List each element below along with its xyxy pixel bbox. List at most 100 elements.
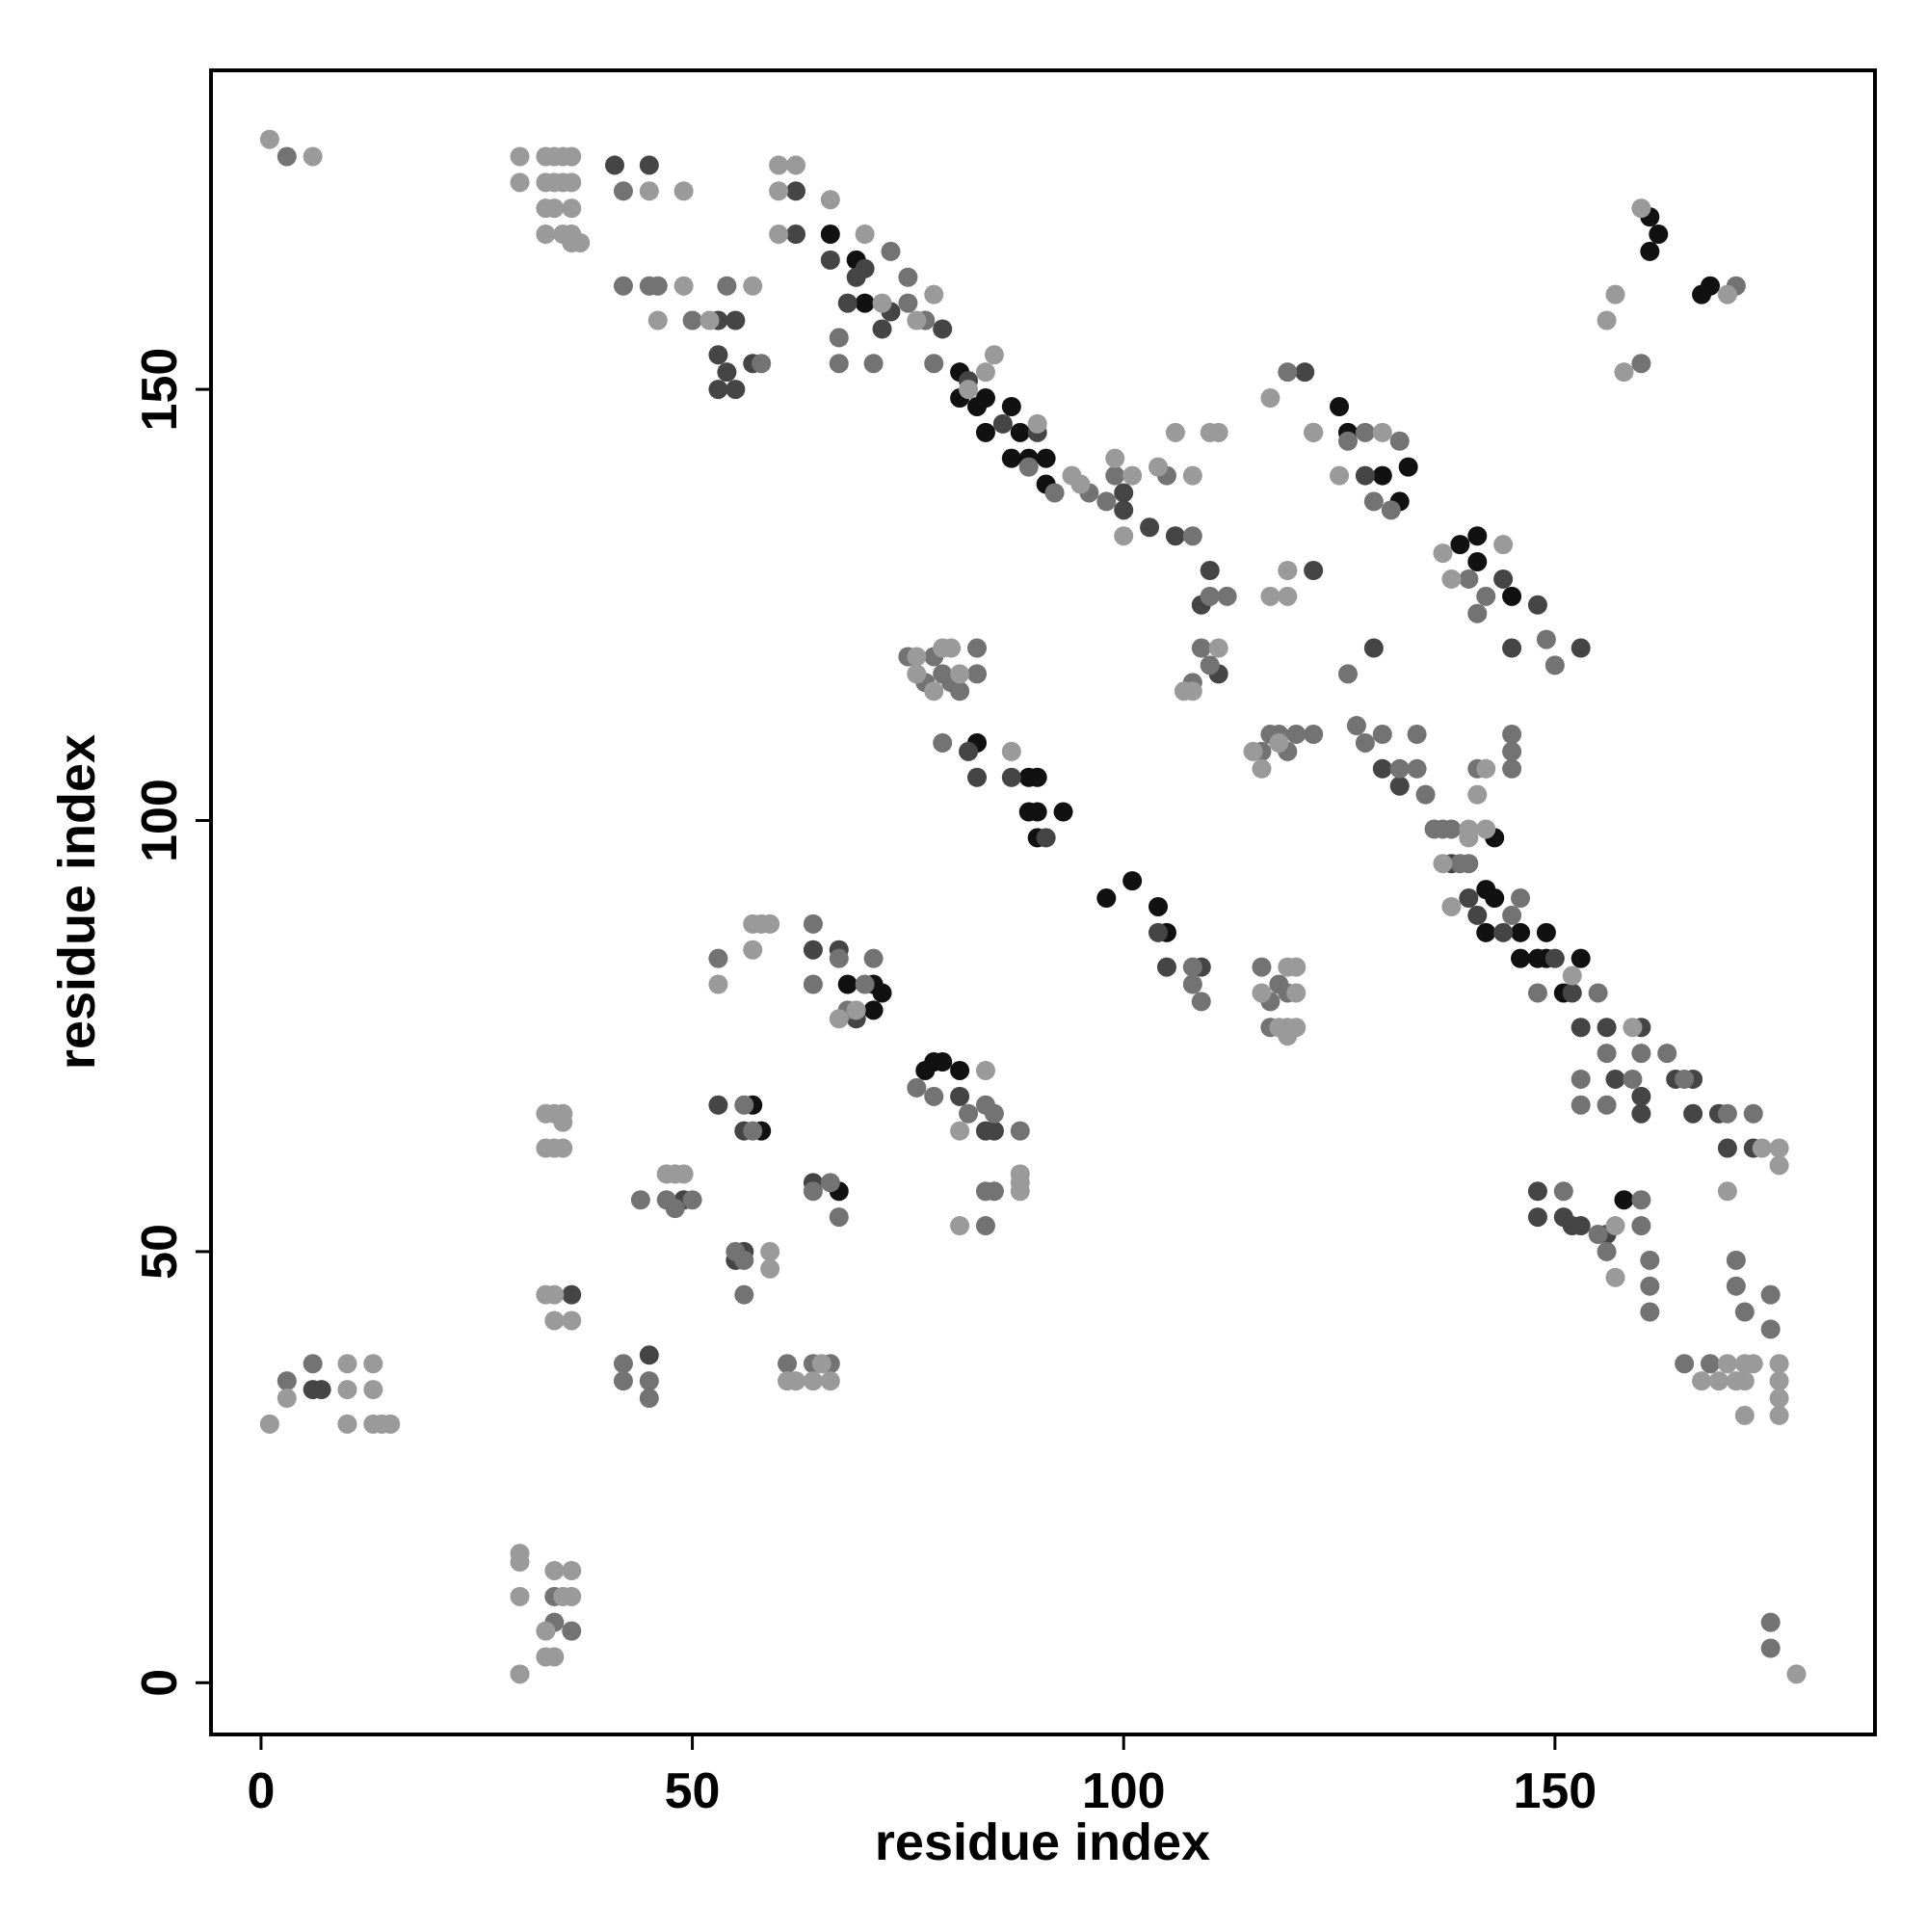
point [829, 948, 849, 968]
point [1467, 526, 1488, 546]
point [1476, 922, 1496, 942]
point [1467, 603, 1488, 623]
point [820, 1173, 840, 1193]
point [967, 767, 988, 787]
point [1476, 819, 1496, 839]
point [941, 638, 962, 658]
point [1450, 535, 1470, 555]
point [562, 146, 582, 167]
point [277, 1371, 297, 1391]
point [544, 1310, 565, 1331]
x-tick-label: 100 [1082, 1763, 1166, 1819]
point [1200, 655, 1220, 675]
point [303, 146, 323, 167]
y-tick-label: 100 [132, 779, 188, 862]
point [734, 1284, 754, 1305]
point [639, 1371, 659, 1391]
point [811, 1354, 832, 1374]
point [1717, 1354, 1737, 1374]
point [907, 664, 927, 684]
point [1122, 871, 1143, 891]
point [1597, 1044, 1617, 1064]
point [1631, 1103, 1651, 1124]
point [510, 1552, 530, 1573]
point [1372, 465, 1392, 486]
point [1675, 1069, 1695, 1089]
point [673, 276, 694, 296]
point [1001, 741, 1021, 761]
point [1036, 448, 1056, 468]
point [734, 1250, 754, 1270]
x-tick-label: 50 [665, 1763, 721, 1819]
point [1467, 552, 1488, 572]
point [363, 1380, 383, 1400]
point [682, 1190, 702, 1210]
point [726, 310, 746, 331]
point [950, 664, 970, 684]
point [1726, 1250, 1746, 1270]
point [1278, 1026, 1298, 1046]
point [1752, 1138, 1772, 1158]
point [820, 225, 840, 245]
point [303, 1354, 323, 1374]
point [950, 1121, 970, 1141]
point [855, 293, 875, 313]
point [820, 250, 840, 270]
point [975, 362, 995, 383]
point [1165, 526, 1185, 546]
point [1200, 560, 1220, 580]
point [510, 1664, 530, 1684]
point [639, 1389, 659, 1409]
point [1562, 983, 1582, 1003]
point [1649, 225, 1669, 245]
point [984, 1121, 1004, 1141]
point [536, 1621, 556, 1641]
point [1536, 922, 1556, 942]
point [924, 354, 944, 374]
point [544, 1284, 565, 1305]
point [950, 1086, 970, 1106]
point [803, 913, 823, 934]
point [984, 345, 1004, 365]
point [1260, 586, 1280, 606]
point [1640, 1276, 1660, 1296]
point [1278, 362, 1298, 383]
point [1605, 1267, 1625, 1287]
point [1571, 1216, 1591, 1236]
point [950, 1216, 970, 1236]
point [872, 293, 892, 313]
point [786, 155, 806, 175]
point [510, 1586, 530, 1606]
point [907, 1077, 927, 1098]
point [1096, 888, 1117, 909]
point [1407, 758, 1427, 779]
point [1553, 1181, 1573, 1202]
point [1588, 983, 1608, 1003]
point [604, 155, 624, 175]
point [1114, 483, 1134, 503]
point [837, 974, 858, 994]
point [1200, 586, 1220, 606]
point [950, 681, 970, 701]
point [536, 225, 556, 245]
point [959, 380, 979, 400]
point [1252, 983, 1272, 1003]
point [1182, 526, 1202, 546]
point [562, 172, 582, 193]
y-axis-label: residue index [48, 734, 106, 1070]
point [1631, 1044, 1651, 1064]
point [769, 181, 789, 201]
point [1148, 457, 1169, 477]
point [837, 293, 858, 313]
point [1363, 638, 1384, 658]
point [846, 267, 866, 287]
point [1734, 1302, 1755, 1322]
point [967, 396, 988, 416]
point [1502, 905, 1522, 925]
point [1304, 725, 1324, 745]
point [717, 362, 737, 383]
point [933, 732, 953, 753]
point [1631, 198, 1651, 219]
point [915, 1060, 936, 1080]
